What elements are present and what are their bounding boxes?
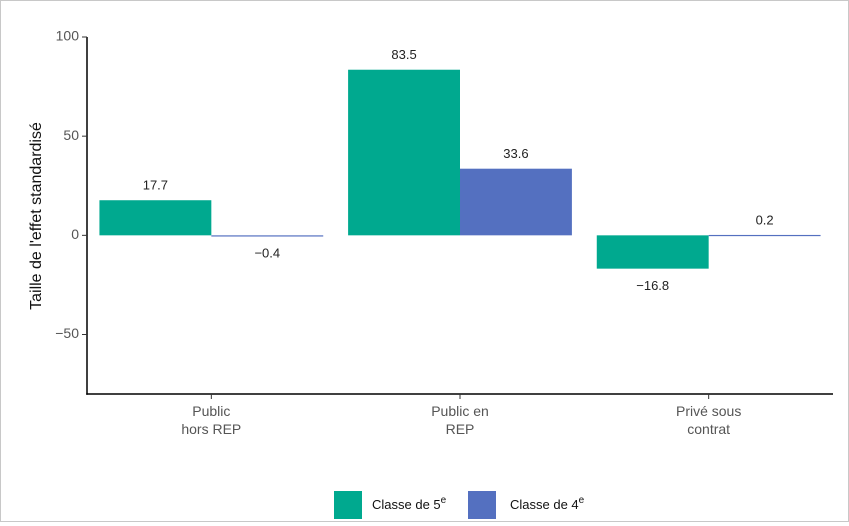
plot-area: 17.7 83.5 −16.8 −0.4 33.6 0.2 −50 0 50 100 Public h… bbox=[55, 28, 833, 437]
legend-label: Classe de 5e bbox=[372, 495, 447, 512]
legend-label: Classe de 4e bbox=[510, 495, 585, 512]
bar-classe-5e-1 bbox=[348, 69, 460, 236]
x-tick-label-line2: contrat bbox=[687, 421, 730, 437]
legend-swatch-classe-5e bbox=[334, 491, 362, 519]
x-tick-label-line2: hors REP bbox=[181, 421, 241, 437]
x-tick-label-line1: Privé sous bbox=[676, 403, 741, 419]
y-tick-label: 0 bbox=[71, 226, 79, 242]
bar-classe-5e-0 bbox=[99, 200, 212, 236]
data-label: 0.2 bbox=[756, 212, 774, 227]
data-label: 83.5 bbox=[391, 47, 416, 62]
bar-classe-4e-1 bbox=[460, 168, 572, 236]
bar-classe-5e-2 bbox=[596, 235, 709, 269]
x-tick-label-line1: Public en bbox=[431, 403, 489, 419]
data-label: 17.7 bbox=[143, 178, 168, 193]
x-tick-label-line1: Public bbox=[192, 403, 230, 419]
y-axis-label: Taille de l'effet standardisé bbox=[28, 122, 45, 310]
x-tick-label-line2: REP bbox=[446, 421, 475, 437]
legend: Classe de 5e Classe de 4e bbox=[334, 491, 585, 519]
legend-swatch-classe-4e bbox=[468, 491, 496, 519]
data-label: −0.4 bbox=[254, 246, 280, 261]
bar-classe-4e-2 bbox=[708, 234, 821, 237]
data-label: 33.6 bbox=[503, 146, 528, 161]
y-tick-label: 100 bbox=[56, 28, 80, 44]
y-tick-label: 50 bbox=[63, 127, 79, 143]
y-tick-label: −50 bbox=[55, 325, 79, 341]
data-label: −16.8 bbox=[636, 278, 669, 293]
bar-classe-4e-0 bbox=[211, 235, 324, 237]
